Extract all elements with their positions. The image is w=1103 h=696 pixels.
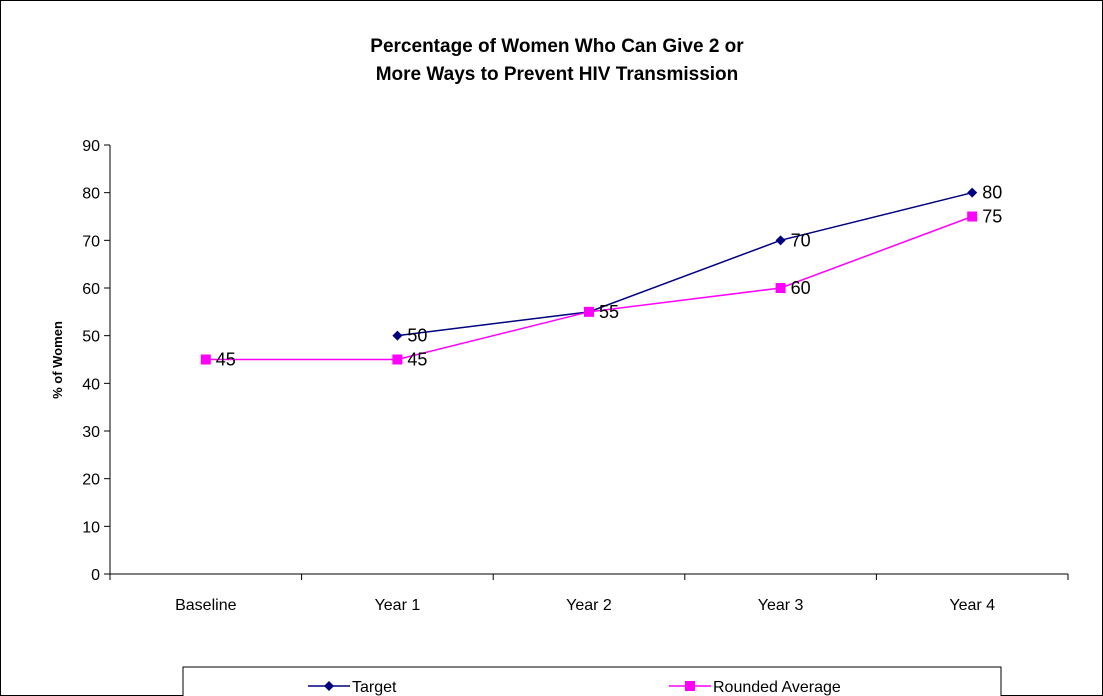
data-label: 70 [791, 230, 811, 250]
point-marker [775, 283, 786, 293]
axes: 0 10 20 30 40 50 60 70 80 90 Baseline Year 1 Year 2 Y… [82, 138, 1069, 614]
y-tick-label: 90 [82, 138, 100, 155]
data-label: 45 [216, 350, 236, 370]
legend-box [182, 666, 1002, 696]
series-line [397, 191, 973, 337]
data-label: 45 [407, 350, 427, 370]
y-tick-label: 60 [82, 281, 100, 298]
y-tick-label: 20 [82, 472, 100, 489]
point-marker [775, 235, 786, 246]
x-tick-label: Year 1 [375, 597, 421, 614]
legend-label: Rounded Average [713, 679, 841, 696]
data-label: 80 [982, 183, 1002, 203]
y-tick-label: 40 [82, 376, 100, 393]
y-tick-label: 30 [82, 424, 100, 441]
data-label: 55 [599, 302, 619, 322]
x-tick-label: Year 3 [758, 597, 804, 614]
y-tick-label: 70 [82, 233, 100, 250]
y-tick-label: 80 [82, 186, 100, 203]
y-tick-label: 50 [82, 329, 100, 346]
point-marker [392, 330, 403, 341]
chart-title-line-2: More Ways to Prevent HIV Transmission [376, 64, 739, 85]
series-line [205, 215, 973, 361]
data-label: 75 [982, 207, 1002, 227]
y-axis-label: % of Women [50, 321, 65, 399]
chart-title-line-1: Percentage of Women Who Can Give 2 or [370, 36, 744, 57]
legend: Target Rounded Average [182, 666, 1002, 696]
series-1: 45 45 55 60 75 [200, 207, 1002, 370]
series-layer: 50 70 80 45 45 55 60 75 [200, 183, 1002, 370]
y-tick-label: 10 [82, 519, 100, 536]
data-label: 60 [791, 278, 811, 298]
point-marker [200, 354, 211, 365]
point-marker [584, 306, 594, 317]
series-0: 50 70 80 [392, 183, 1002, 346]
x-tick-label: Year 2 [566, 597, 612, 614]
x-tick-label: Year 4 [949, 597, 995, 614]
legend-marker [685, 681, 695, 691]
y-tick-label: 0 [91, 567, 100, 584]
legend-entry-0: Target [308, 679, 397, 696]
legend-label: Target [352, 679, 397, 696]
legend-entry-1: Rounded Average [669, 679, 841, 696]
point-marker [967, 211, 978, 222]
point-marker [392, 354, 403, 365]
x-tick-label: Baseline [175, 597, 236, 614]
point-marker [967, 187, 978, 198]
legend-marker [324, 681, 334, 691]
data-label: 50 [407, 326, 427, 346]
